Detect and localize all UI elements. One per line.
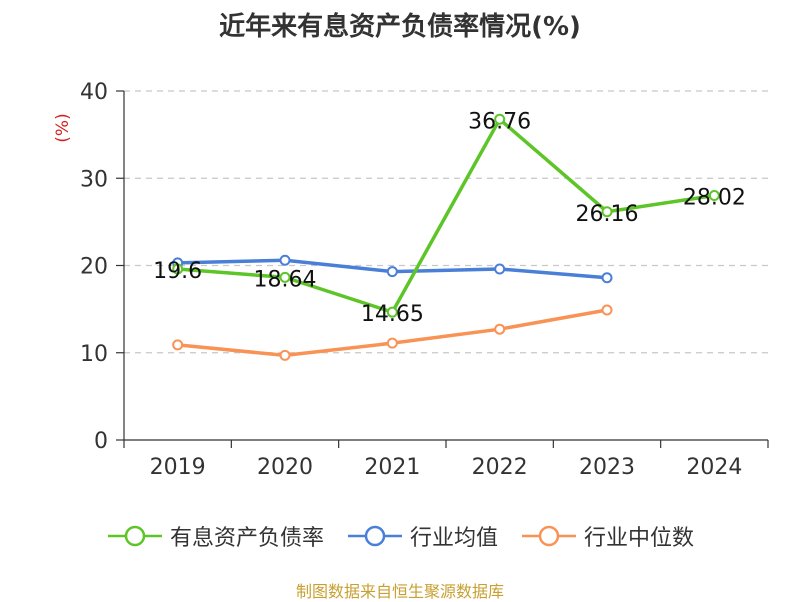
x-tick-label: 2023 <box>579 455 635 480</box>
data-point <box>601 272 613 284</box>
legend-marker-icon <box>107 525 162 547</box>
x-tick-label: 2021 <box>364 455 420 480</box>
data-point <box>601 206 613 218</box>
data-label: 26.16 <box>576 202 639 227</box>
y-tick-label: 0 <box>94 429 108 454</box>
data-label: 36.76 <box>468 109 531 134</box>
legend-item-series-2[interactable]: 行业中位数 <box>520 520 694 552</box>
legend: 有息资产负债率 行业均值 行业中位数 <box>0 520 800 552</box>
legend-label: 行业中位数 <box>584 526 695 551</box>
data-point <box>386 266 398 278</box>
data-point <box>494 113 506 125</box>
y-tick-label: 10 <box>80 342 108 367</box>
y-tick-label: 20 <box>80 255 108 280</box>
data-point <box>494 263 506 275</box>
x-tick-label: 2024 <box>686 455 742 480</box>
legend-label: 行业均值 <box>409 526 498 551</box>
legend-marker-icon <box>522 525 576 547</box>
legend-item-series-0[interactable]: 有息资产负债率 <box>106 520 324 552</box>
series-line-0 <box>177 117 715 314</box>
data-point <box>172 263 184 275</box>
y-tick-label: 40 <box>80 80 108 105</box>
y-tick-label: 30 <box>80 167 108 192</box>
data-label: 18.64 <box>254 267 317 292</box>
x-tick-label: 2019 <box>150 455 206 480</box>
x-tick-label: 2022 <box>472 455 528 480</box>
data-point <box>708 190 720 202</box>
data-point <box>279 271 291 283</box>
data-point <box>601 304 613 316</box>
data-point <box>386 337 398 349</box>
chart-title: 近年来有息资产负债率情况(%) <box>219 12 581 42</box>
y-axis-label: (%) <box>53 113 73 142</box>
legend-label: 有息资产负债率 <box>169 526 324 551</box>
legend-marker-icon <box>347 525 402 547</box>
legend-item-series-1[interactable]: 行业均值 <box>346 520 498 552</box>
data-label: 19.6 <box>153 259 202 284</box>
data-label: 28.02 <box>683 186 746 211</box>
data-point <box>494 323 506 335</box>
data-point <box>279 254 291 266</box>
data-label: 14.65 <box>361 302 424 327</box>
source-note: 制图数据来自恒生聚源数据库 <box>295 582 504 601</box>
data-point <box>172 339 184 351</box>
data-point <box>386 306 398 318</box>
data-point <box>279 349 291 361</box>
x-tick-label: 2020 <box>257 455 313 480</box>
